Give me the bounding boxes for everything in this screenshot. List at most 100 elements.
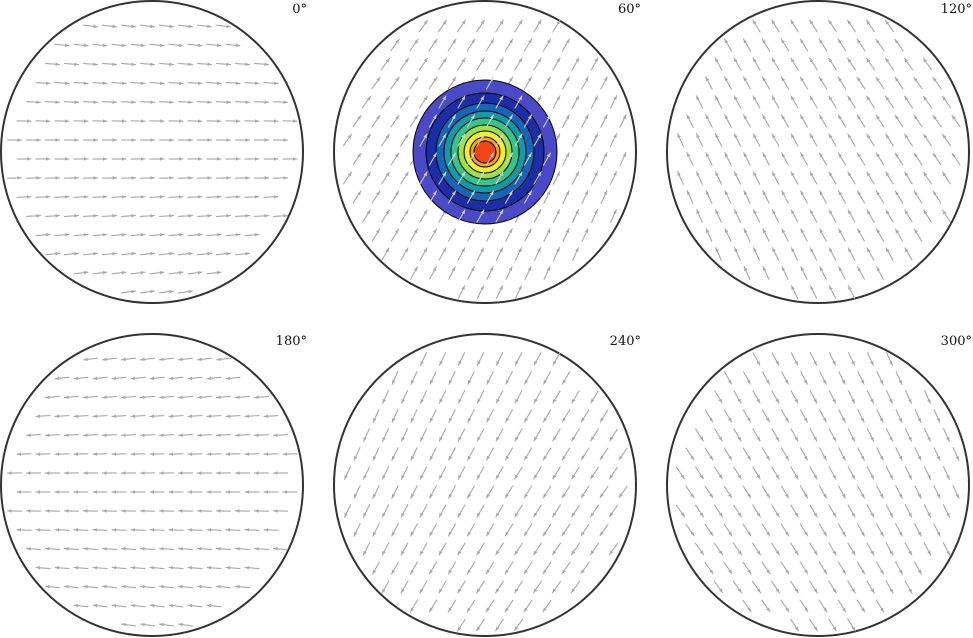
field-arrow (111, 376, 127, 381)
field-arrow (225, 490, 241, 494)
field-arrow (762, 371, 770, 385)
field-arrow (857, 228, 865, 242)
field-arrow (523, 523, 533, 537)
field-arrow (933, 447, 941, 461)
field-arrow (914, 409, 922, 423)
field-arrow (130, 81, 146, 85)
field-arrow (733, 428, 742, 442)
field-arrow (391, 409, 399, 423)
field-arrow (372, 523, 380, 537)
field-arrow (799, 599, 809, 613)
field-arrow (724, 76, 732, 90)
field-arrow (149, 452, 165, 456)
field-arrow (589, 504, 600, 518)
field-arrow (391, 523, 399, 537)
field-arrow (410, 371, 418, 385)
field-arrow (951, 114, 961, 128)
field-arrow (599, 485, 609, 499)
field-arrow (723, 447, 733, 461)
field-arrow (543, 190, 551, 204)
field-arrow (838, 447, 846, 461)
panel-120-deg: 120° (666, 0, 972, 304)
field-arrow (837, 190, 847, 204)
field-arrow (885, 171, 894, 185)
field-arrow (771, 466, 780, 480)
field-arrow (343, 171, 352, 185)
field-arrow (82, 471, 99, 475)
field-arrow (590, 428, 599, 442)
field-arrow (158, 471, 175, 475)
field-arrow (838, 266, 846, 280)
field-arrow (581, 190, 589, 204)
field-arrow (570, 580, 581, 594)
field-arrow (942, 466, 951, 480)
field-arrow (724, 152, 732, 166)
field-arrow (733, 171, 742, 185)
field-arrow (875, 561, 885, 575)
field-arrow (762, 266, 770, 280)
field-arrow (466, 599, 476, 613)
field-arrow (723, 38, 733, 52)
field-arrow (571, 504, 580, 518)
field-arrow (495, 19, 504, 33)
field-arrow (875, 38, 885, 52)
field-arrow (159, 622, 174, 627)
field-arrow (457, 57, 466, 71)
field-arrow (353, 523, 361, 537)
field-arrow (533, 542, 542, 556)
field-arrow (206, 157, 222, 161)
field-arrow (438, 57, 447, 71)
field-arrow (419, 580, 428, 594)
vector-field (6, 24, 298, 294)
field-arrow (610, 209, 617, 223)
field-arrow (225, 528, 241, 532)
field-arrow (447, 599, 457, 613)
field-arrow (724, 190, 732, 204)
field-arrow (25, 433, 42, 437)
field-arrow (187, 270, 203, 275)
field-arrow (904, 504, 913, 518)
field-arrow (828, 57, 837, 71)
field-arrow (752, 95, 761, 109)
field-arrow (457, 618, 466, 632)
field-arrow (828, 247, 837, 261)
field-arrow (362, 542, 371, 556)
field-arrow (828, 209, 837, 223)
field-arrow (809, 466, 818, 480)
field-arrow (685, 523, 695, 537)
field-arrow (234, 138, 251, 142)
field-arrow (25, 471, 42, 475)
field-arrow (272, 471, 289, 475)
field-arrow (695, 133, 704, 147)
field-arrow (390, 228, 400, 242)
field-arrow (895, 371, 903, 385)
field-arrow (225, 376, 241, 381)
field-arrow (800, 190, 808, 204)
field-arrow (168, 195, 184, 199)
field-arrow (120, 100, 137, 104)
field-arrow (253, 547, 270, 551)
field-arrow (780, 523, 790, 537)
field-arrow (570, 542, 581, 556)
field-arrow (35, 565, 51, 570)
field-arrow (752, 57, 761, 71)
field-arrow (914, 447, 922, 461)
field-arrow (876, 485, 884, 499)
field-arrow (838, 228, 846, 242)
field-arrow (733, 504, 742, 518)
field-arrow (809, 390, 818, 404)
field-arrow (742, 523, 752, 537)
field-arrow (92, 490, 108, 494)
field-arrow (73, 81, 89, 85)
field-arrow (809, 247, 818, 261)
field-arrow (54, 414, 70, 418)
field-arrow (420, 352, 427, 366)
field-arrow (609, 428, 618, 442)
field-arrow (685, 485, 695, 499)
field-arrow (438, 95, 447, 109)
field-arrow (400, 133, 409, 147)
field-arrow (828, 95, 837, 109)
field-arrow (761, 409, 771, 423)
field-arrow (343, 504, 352, 518)
